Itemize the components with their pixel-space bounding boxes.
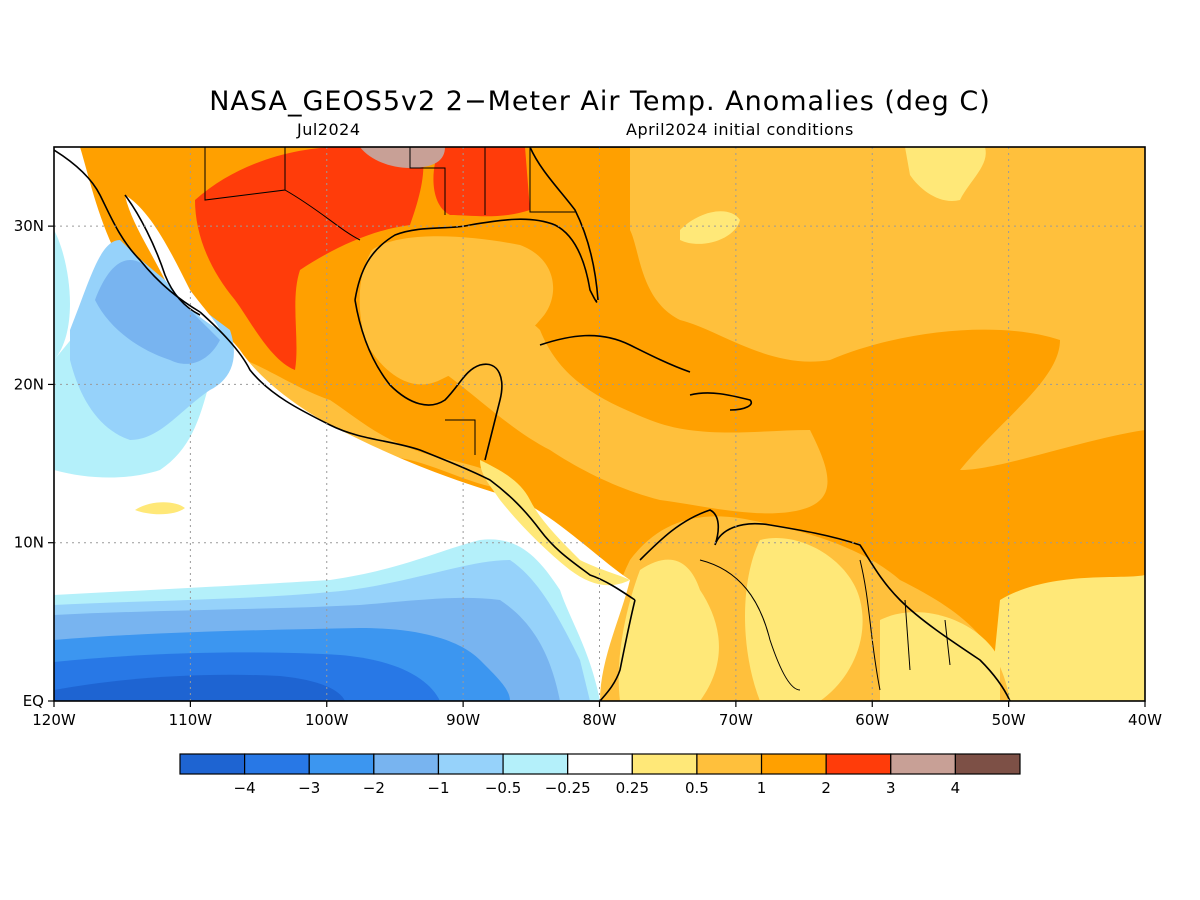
colorbar-label: −4 — [234, 779, 256, 797]
colorbar-label: −0.25 — [545, 779, 591, 797]
field-pacific-pale-patch — [135, 502, 185, 515]
colorbar-label: −3 — [298, 779, 320, 797]
lon-tick-label: 90W — [446, 711, 480, 729]
field-brown — [360, 147, 445, 168]
coastlines — [54, 147, 1011, 701]
lat-tick-label: 20N — [14, 375, 44, 393]
colorbar-swatch — [437, 753, 504, 775]
lon-tick-label: 50W — [992, 711, 1026, 729]
colorbar-label: −1 — [427, 779, 449, 797]
chart-title: NASA_GEOS5v2 2−Meter Air Temp. Anomalies… — [209, 86, 991, 117]
colorbar-labels: −4 −3 −2 −1 −0.5 −0.25 0.25 0.5 1 2 3 4 — [234, 779, 961, 797]
forecast-month: Jul2024 — [297, 120, 361, 139]
lon-tick-label: 100W — [305, 711, 349, 729]
colorbar-swatch — [696, 753, 763, 775]
colorbar-label: −2 — [363, 779, 385, 797]
initial-conditions: April2024 initial conditions — [626, 120, 854, 139]
lon-tick-label: 110W — [169, 711, 213, 729]
field-pacific-025 — [54, 230, 70, 360]
colorbar-swatch — [244, 753, 310, 775]
colorbar-swatch — [825, 753, 892, 775]
colorbar-label: 1 — [757, 779, 767, 797]
field-central-light — [440, 309, 828, 514]
field-baja — [125, 195, 220, 330]
field-atlantic-light — [630, 147, 1145, 470]
field-eq-4 — [54, 674, 345, 701]
colorbar-swatch — [502, 753, 569, 775]
field-us-red — [433, 147, 530, 217]
colorbar-swatch — [373, 753, 440, 775]
lon-tick-label: 80W — [583, 711, 617, 729]
colorbar-swatch — [760, 753, 827, 775]
colorbar-swatch — [567, 753, 633, 775]
field-southamerica-pale-2 — [745, 538, 863, 701]
borders — [204, 147, 951, 691]
field-atlantic-pale — [905, 147, 986, 201]
field-southamerica-pale — [618, 559, 719, 701]
graticule — [54, 147, 1145, 701]
field-guianas-pale — [880, 612, 1000, 701]
field-mexico-red — [195, 147, 424, 370]
colorbar-swatch — [890, 753, 956, 775]
field-se-pale — [990, 575, 1145, 701]
lat-tick-label: 10N — [14, 534, 44, 552]
colorbar-label: 0.25 — [616, 779, 649, 797]
lon-tick-label: 40W — [1128, 711, 1162, 729]
colorbar-swatch — [954, 753, 1021, 775]
field-pacific-1 — [95, 260, 220, 364]
colorbar — [179, 753, 1021, 775]
lat-tick-label: 30N — [14, 217, 44, 235]
colorbar-label: −0.5 — [485, 779, 521, 797]
lon-tick-label: 120W — [32, 711, 76, 729]
colorbar-label: 2 — [821, 779, 831, 797]
lon-tick-label: 60W — [855, 711, 889, 729]
field-atlantic-pale-2 — [680, 211, 740, 244]
field-centralam-pale — [480, 460, 630, 586]
colorbar-swatch — [308, 753, 375, 775]
lon-tick-label: 70W — [719, 711, 753, 729]
colorbar-label: 4 — [951, 779, 961, 797]
lat-tick-label: EQ — [23, 692, 44, 710]
colorbar-swatch — [179, 753, 246, 775]
colorbar-swatch — [631, 753, 698, 775]
map-field — [54, 147, 1145, 701]
colorbar-label: 3 — [886, 779, 896, 797]
axis-labels: 120W 110W 100W 90W 80W 70W 60W 50W 40W EQ 10N 20N 30… — [14, 217, 1162, 729]
colorbar-label: 0.5 — [685, 779, 709, 797]
